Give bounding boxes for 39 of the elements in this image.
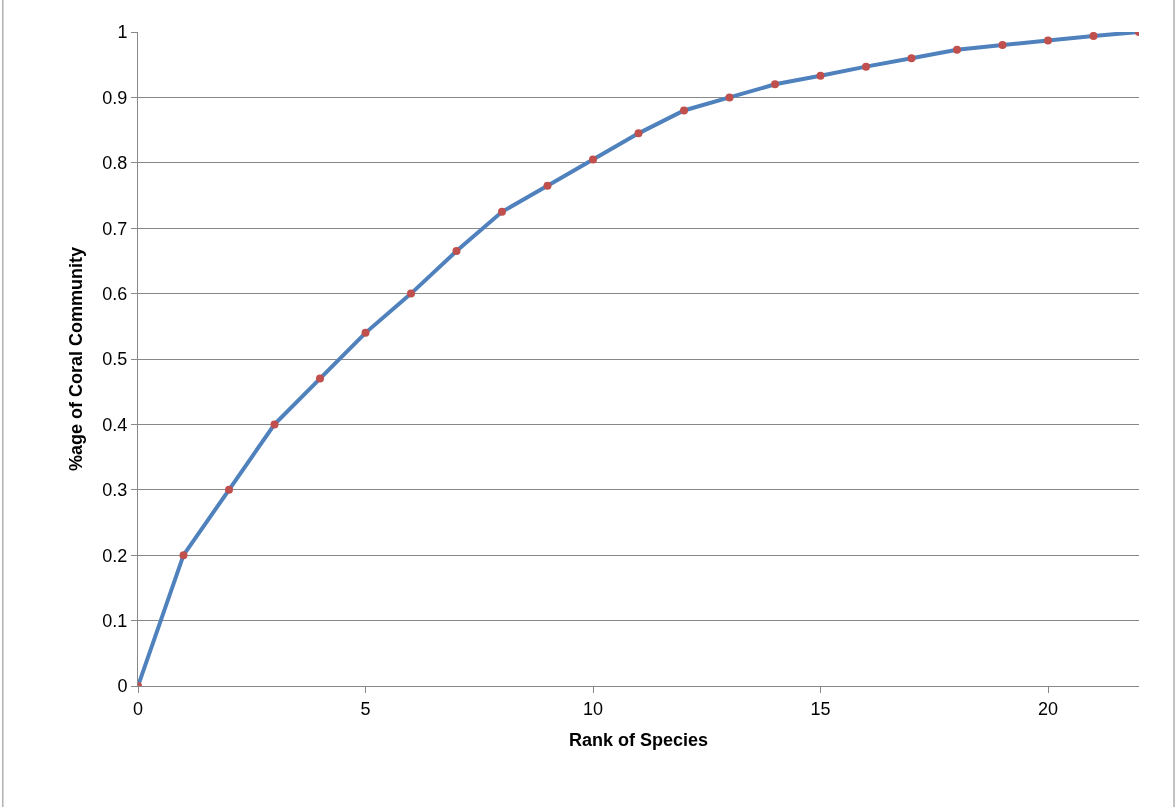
point xyxy=(452,247,461,256)
y-tick-label: 0.4 xyxy=(102,414,128,435)
point xyxy=(998,41,1007,50)
y-tick-label: 0.2 xyxy=(102,545,128,566)
y-tick-label: 0.1 xyxy=(102,610,128,631)
x-tick-label: 5 xyxy=(360,698,371,719)
point xyxy=(407,289,415,298)
y-tick-label: 0.8 xyxy=(102,153,128,174)
y-tick-label: 0.7 xyxy=(102,218,128,239)
y-tick-label: 0.3 xyxy=(102,480,128,501)
point xyxy=(361,328,370,337)
y-tick-label: 0 xyxy=(117,676,128,697)
x-tick-label: 15 xyxy=(810,698,831,719)
point xyxy=(270,420,279,429)
point xyxy=(907,54,916,63)
point xyxy=(953,45,961,54)
point xyxy=(543,181,552,190)
y-axis-title: %age of Coral Community xyxy=(65,246,86,472)
x-tick-label: 20 xyxy=(1037,698,1059,719)
point xyxy=(771,80,779,89)
point xyxy=(862,62,870,71)
x-tick-label: 10 xyxy=(582,698,604,719)
point xyxy=(680,106,688,115)
point xyxy=(316,374,324,383)
y-tick-label: 0.5 xyxy=(102,349,128,370)
y-tick-label: 0.6 xyxy=(102,283,128,304)
point xyxy=(498,207,506,216)
x-tick-label: 0 xyxy=(132,698,144,719)
point xyxy=(1089,32,1098,40)
point xyxy=(179,551,188,560)
y-tick-label: 1 xyxy=(117,22,128,43)
point xyxy=(634,129,643,138)
point xyxy=(725,93,734,102)
point xyxy=(1044,36,1052,45)
point xyxy=(589,155,597,164)
x-axis-title: Rank of Species xyxy=(568,729,709,750)
point xyxy=(225,485,233,494)
y-tick-label: 0.9 xyxy=(102,87,128,108)
point xyxy=(816,71,825,80)
